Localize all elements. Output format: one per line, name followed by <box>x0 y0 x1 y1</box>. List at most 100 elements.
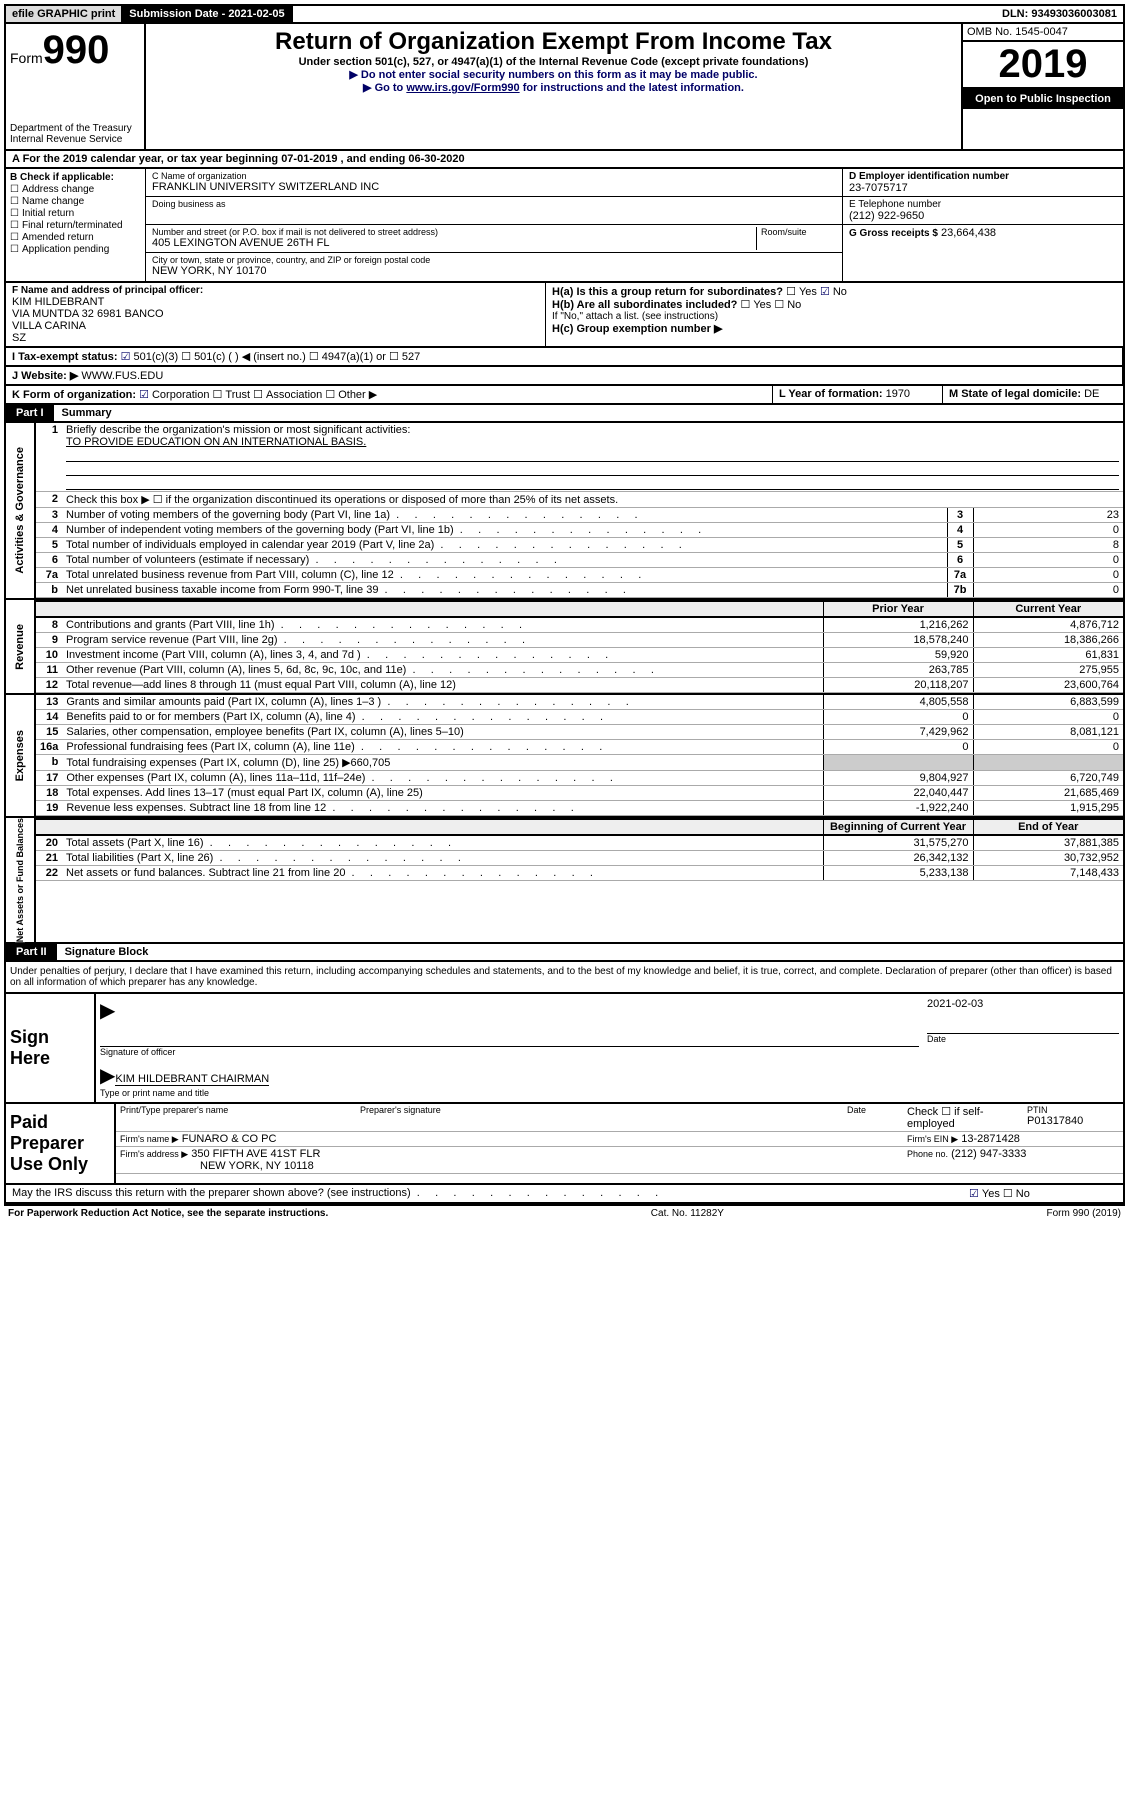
d-label: D Employer identification number <box>849 171 1117 182</box>
part1-title: Summary <box>54 405 120 421</box>
omb-number: OMB No. 1545-0047 <box>963 24 1123 42</box>
chk-address-change[interactable]: Address change <box>10 184 141 195</box>
typed-name: KIM HILDEBRANT CHAIRMAN <box>115 1073 269 1086</box>
v6: 0 <box>973 553 1123 568</box>
chk-trust[interactable]: Trust <box>213 389 251 401</box>
chk-name-change[interactable]: Name change <box>10 196 141 207</box>
chk-discuss-yes[interactable]: Yes <box>969 1188 1000 1200</box>
open-inspection: Open to Public Inspection <box>963 89 1123 109</box>
dba-label: Doing business as <box>152 199 836 209</box>
l6: Total number of volunteers (estimate if … <box>66 554 309 566</box>
f-label: F Name and address of principal officer: <box>12 285 539 296</box>
v7b: 0 <box>973 583 1123 598</box>
paperwork-notice: For Paperwork Reduction Act Notice, see … <box>8 1208 328 1219</box>
chk-527[interactable]: 527 <box>389 351 420 363</box>
v3: 23 <box>973 508 1123 523</box>
officer-addr1: VIA MUNTDA 32 6981 BANCO <box>12 308 539 320</box>
hdr-current: Current Year <box>973 601 1123 617</box>
form-org-row: K Form of organization: Corporation Trus… <box>4 386 1125 405</box>
form990-link[interactable]: www.irs.gov/Form990 <box>406 82 519 94</box>
irs-label: Internal Revenue Service <box>10 134 140 145</box>
form-header: Form990 Department of the Treasury Inter… <box>4 24 1125 151</box>
gov-side-label: Activities & Governance <box>14 447 26 574</box>
chk-amended-return[interactable]: Amended return <box>10 232 141 243</box>
netassets-section: Net Assets or Fund Balances Beginning of… <box>4 818 1125 944</box>
dept-label: Department of the Treasury <box>10 123 140 134</box>
inst-ssn: ▶ Do not enter social security numbers o… <box>150 68 957 81</box>
m-label: M State of legal domicile: <box>949 388 1081 400</box>
l-label: L Year of formation: <box>779 388 883 400</box>
b-label: B Check if applicable: <box>10 172 141 183</box>
chk-final-return[interactable]: Final return/terminated <box>10 220 141 231</box>
submission-date: Submission Date - 2021-02-05 <box>123 6 292 22</box>
chk-corp[interactable]: Corporation <box>139 389 209 401</box>
e-label: E Telephone number <box>849 199 1117 210</box>
form-subtitle: Under section 501(c), 527, or 4947(a)(1)… <box>150 56 957 68</box>
c-name-label: C Name of organization <box>152 171 836 181</box>
firm-addr2: NEW YORK, NY 10118 <box>120 1160 314 1172</box>
hdr-prior: Prior Year <box>823 601 973 617</box>
v4: 0 <box>973 523 1123 538</box>
chk-other[interactable]: Other ▶ <box>325 389 377 401</box>
form-prefix: Form <box>10 50 43 66</box>
chk-group-no[interactable]: No <box>820 286 847 298</box>
g-label: G Gross receipts $ <box>849 228 938 239</box>
website[interactable]: WWW.FUS.EDU <box>81 370 163 382</box>
v7a: 0 <box>973 568 1123 583</box>
k-label: K Form of organization: <box>12 389 136 401</box>
discuss: May the IRS discuss this return with the… <box>12 1187 411 1199</box>
firm-phone: (212) 947-3333 <box>951 1148 1026 1160</box>
part1-tag: Part I <box>6 405 54 421</box>
form-footer: Form 990 (2019) <box>1047 1208 1121 1219</box>
declaration: Under penalties of perjury, I declare th… <box>4 962 1125 994</box>
l1: Briefly describe the organization's miss… <box>66 424 410 436</box>
city-state-zip: NEW YORK, NY 10170 <box>152 265 836 277</box>
part2-tag: Part II <box>6 944 57 960</box>
rev-side-label: Revenue <box>14 624 26 670</box>
hc-label: H(c) Group exemption number ▶ <box>552 322 1117 335</box>
addr-label: Number and street (or P.O. box if mail i… <box>152 227 756 237</box>
hb-label: H(b) Are all subordinates included? <box>552 299 737 311</box>
l2: Check this box ▶ ☐ if the organization d… <box>62 492 1123 508</box>
paid-preparer-section: Paid Preparer Use Only Print/Type prepar… <box>4 1104 1125 1185</box>
chk-assoc[interactable]: Association <box>253 389 322 401</box>
j-label: J Website: ▶ <box>12 370 78 382</box>
i-label: I Tax-exempt status: <box>12 351 118 363</box>
ein: 23-7075717 <box>849 182 1117 194</box>
efile-label[interactable]: efile GRAPHIC print <box>6 6 123 22</box>
tax-exempt-row: I Tax-exempt status: 501(c)(3) 501(c) ( … <box>4 348 1125 367</box>
firm-name: FUNARO & CO PC <box>182 1133 277 1145</box>
telephone: (212) 922-9650 <box>849 210 1117 222</box>
part1-header: Part I Summary <box>4 405 1125 423</box>
exp-side-label: Expenses <box>14 730 26 781</box>
city-label: City or town, state or province, country… <box>152 255 836 265</box>
gross-receipts: 23,664,438 <box>941 227 996 239</box>
firm-addr1: 350 FIFTH AVE 41ST FLR <box>191 1148 320 1160</box>
l4: Number of independent voting members of … <box>66 524 454 536</box>
chk-initial-return[interactable]: Initial return <box>10 208 141 219</box>
org-name: FRANKLIN UNIVERSITY SWITZERLAND INC <box>152 181 836 193</box>
governance-section: Activities & Governance 1Briefly describ… <box>4 423 1125 600</box>
dln: DLN: 93493036003081 <box>996 6 1123 22</box>
chk-501c3[interactable]: 501(c)(3) <box>121 351 179 363</box>
chk-discuss-no[interactable]: No <box>1003 1188 1030 1200</box>
room-label: Room/suite <box>761 227 836 237</box>
l7a: Total unrelated business revenue from Pa… <box>66 569 394 581</box>
officer-addr3: SZ <box>12 332 539 344</box>
cat-no: Cat. No. 11282Y <box>651 1208 724 1219</box>
expenses-section: Expenses 13Grants and similar amounts pa… <box>4 695 1125 818</box>
website-row: J Website: ▶ WWW.FUS.EDU <box>4 367 1125 386</box>
chk-4947[interactable]: 4947(a)(1) or <box>309 351 386 363</box>
part2-title: Signature Block <box>57 944 157 960</box>
period-line: A For the 2019 calendar year, or tax yea… <box>4 151 1125 169</box>
state-domicile: DE <box>1084 388 1099 400</box>
entity-grid: B Check if applicable: Address change Na… <box>4 169 1125 283</box>
l1v: TO PROVIDE EDUCATION ON AN INTERNATIONAL… <box>66 436 366 448</box>
year-formation: 1970 <box>886 388 910 400</box>
top-bar: efile GRAPHIC print Submission Date - 20… <box>4 4 1125 24</box>
chk-501c[interactable]: 501(c) ( ) ◀ (insert no.) <box>181 351 306 363</box>
chk-application-pending[interactable]: Application pending <box>10 244 141 255</box>
l3: Number of voting members of the governin… <box>66 509 390 521</box>
discuss-row: May the IRS discuss this return with the… <box>4 1185 1125 1204</box>
v5: 8 <box>973 538 1123 553</box>
